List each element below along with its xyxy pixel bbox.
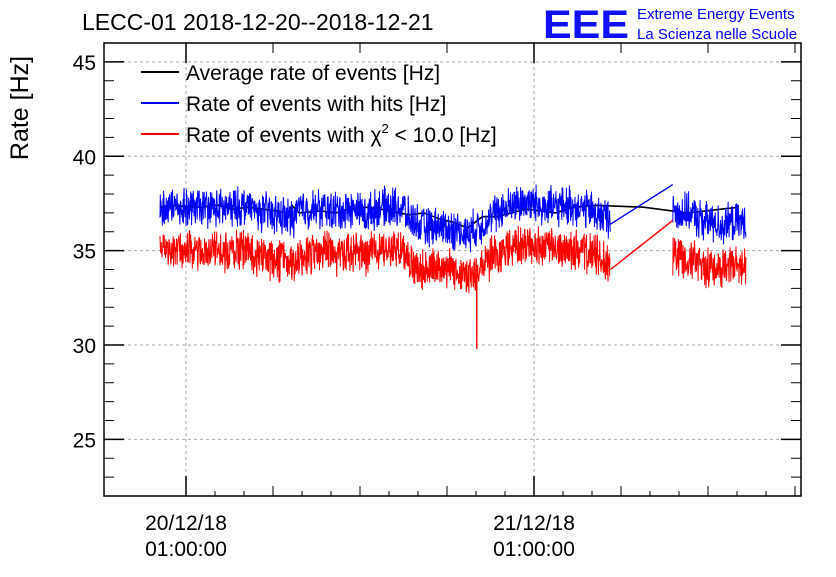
y-axis-label: Rate [Hz] [6, 56, 34, 160]
y-tick-label: 35 [73, 241, 96, 264]
y-tick-label: 45 [73, 52, 96, 75]
series-layer [159, 183, 747, 349]
legend: Average rate of events [Hz] Rate of even… [141, 62, 497, 147]
legend-label-chi2-suffix: < 10.0 [Hz] [389, 124, 497, 147]
x-tick-label-time: 01:00:00 [493, 538, 575, 561]
y-tick-label: 40 [73, 146, 96, 169]
legend-label-chi2-prefix: Rate of events with [186, 124, 370, 147]
hits-rate-line-segment-1 [672, 191, 747, 245]
chi2-rate-line-gap-bridge [610, 219, 674, 271]
legend-label-hits: Rate of events with hits [Hz] [186, 93, 446, 116]
hits-rate-line-segment-0 [159, 184, 611, 253]
x-axis: 20/12/18 01:00:00 21/12/18 01:00:00 [145, 43, 796, 561]
legend-label-chi2-symbol: χ [370, 124, 381, 147]
x-tick-label-time: 01:00:00 [145, 538, 227, 561]
eee-logo-line1: Extreme Energy Events [637, 6, 795, 23]
legend-label-average: Average rate of events [Hz] [186, 62, 440, 85]
x-tick-label-date: 20/12/18 [145, 512, 227, 535]
y-tick-label: 30 [73, 335, 96, 358]
legend-label-chi2: Rate of events with χ2 < 10.0 [Hz] [186, 121, 497, 147]
chi2-rate-line-segment-0 [159, 225, 611, 349]
eee-logo-mark: EEE [543, 3, 629, 47]
eee-logo-line2: La Scienza nelle Scuole [637, 26, 797, 43]
legend-label-chi2-superscript: 2 [381, 121, 388, 136]
x-tick-label-date: 21/12/18 [493, 512, 575, 535]
hits-rate-line-gap-bridge [610, 183, 674, 225]
chart-title: LECC-01 2018-12-20--2018-12-21 [82, 9, 434, 35]
y-axis: 25 30 35 40 45 [73, 42, 801, 497]
eee-logo: EEE Extreme Energy Events La Scienza nel… [543, 3, 797, 47]
y-tick-label: 25 [73, 429, 96, 452]
chi2-rate-line-segment-1 [672, 237, 747, 289]
